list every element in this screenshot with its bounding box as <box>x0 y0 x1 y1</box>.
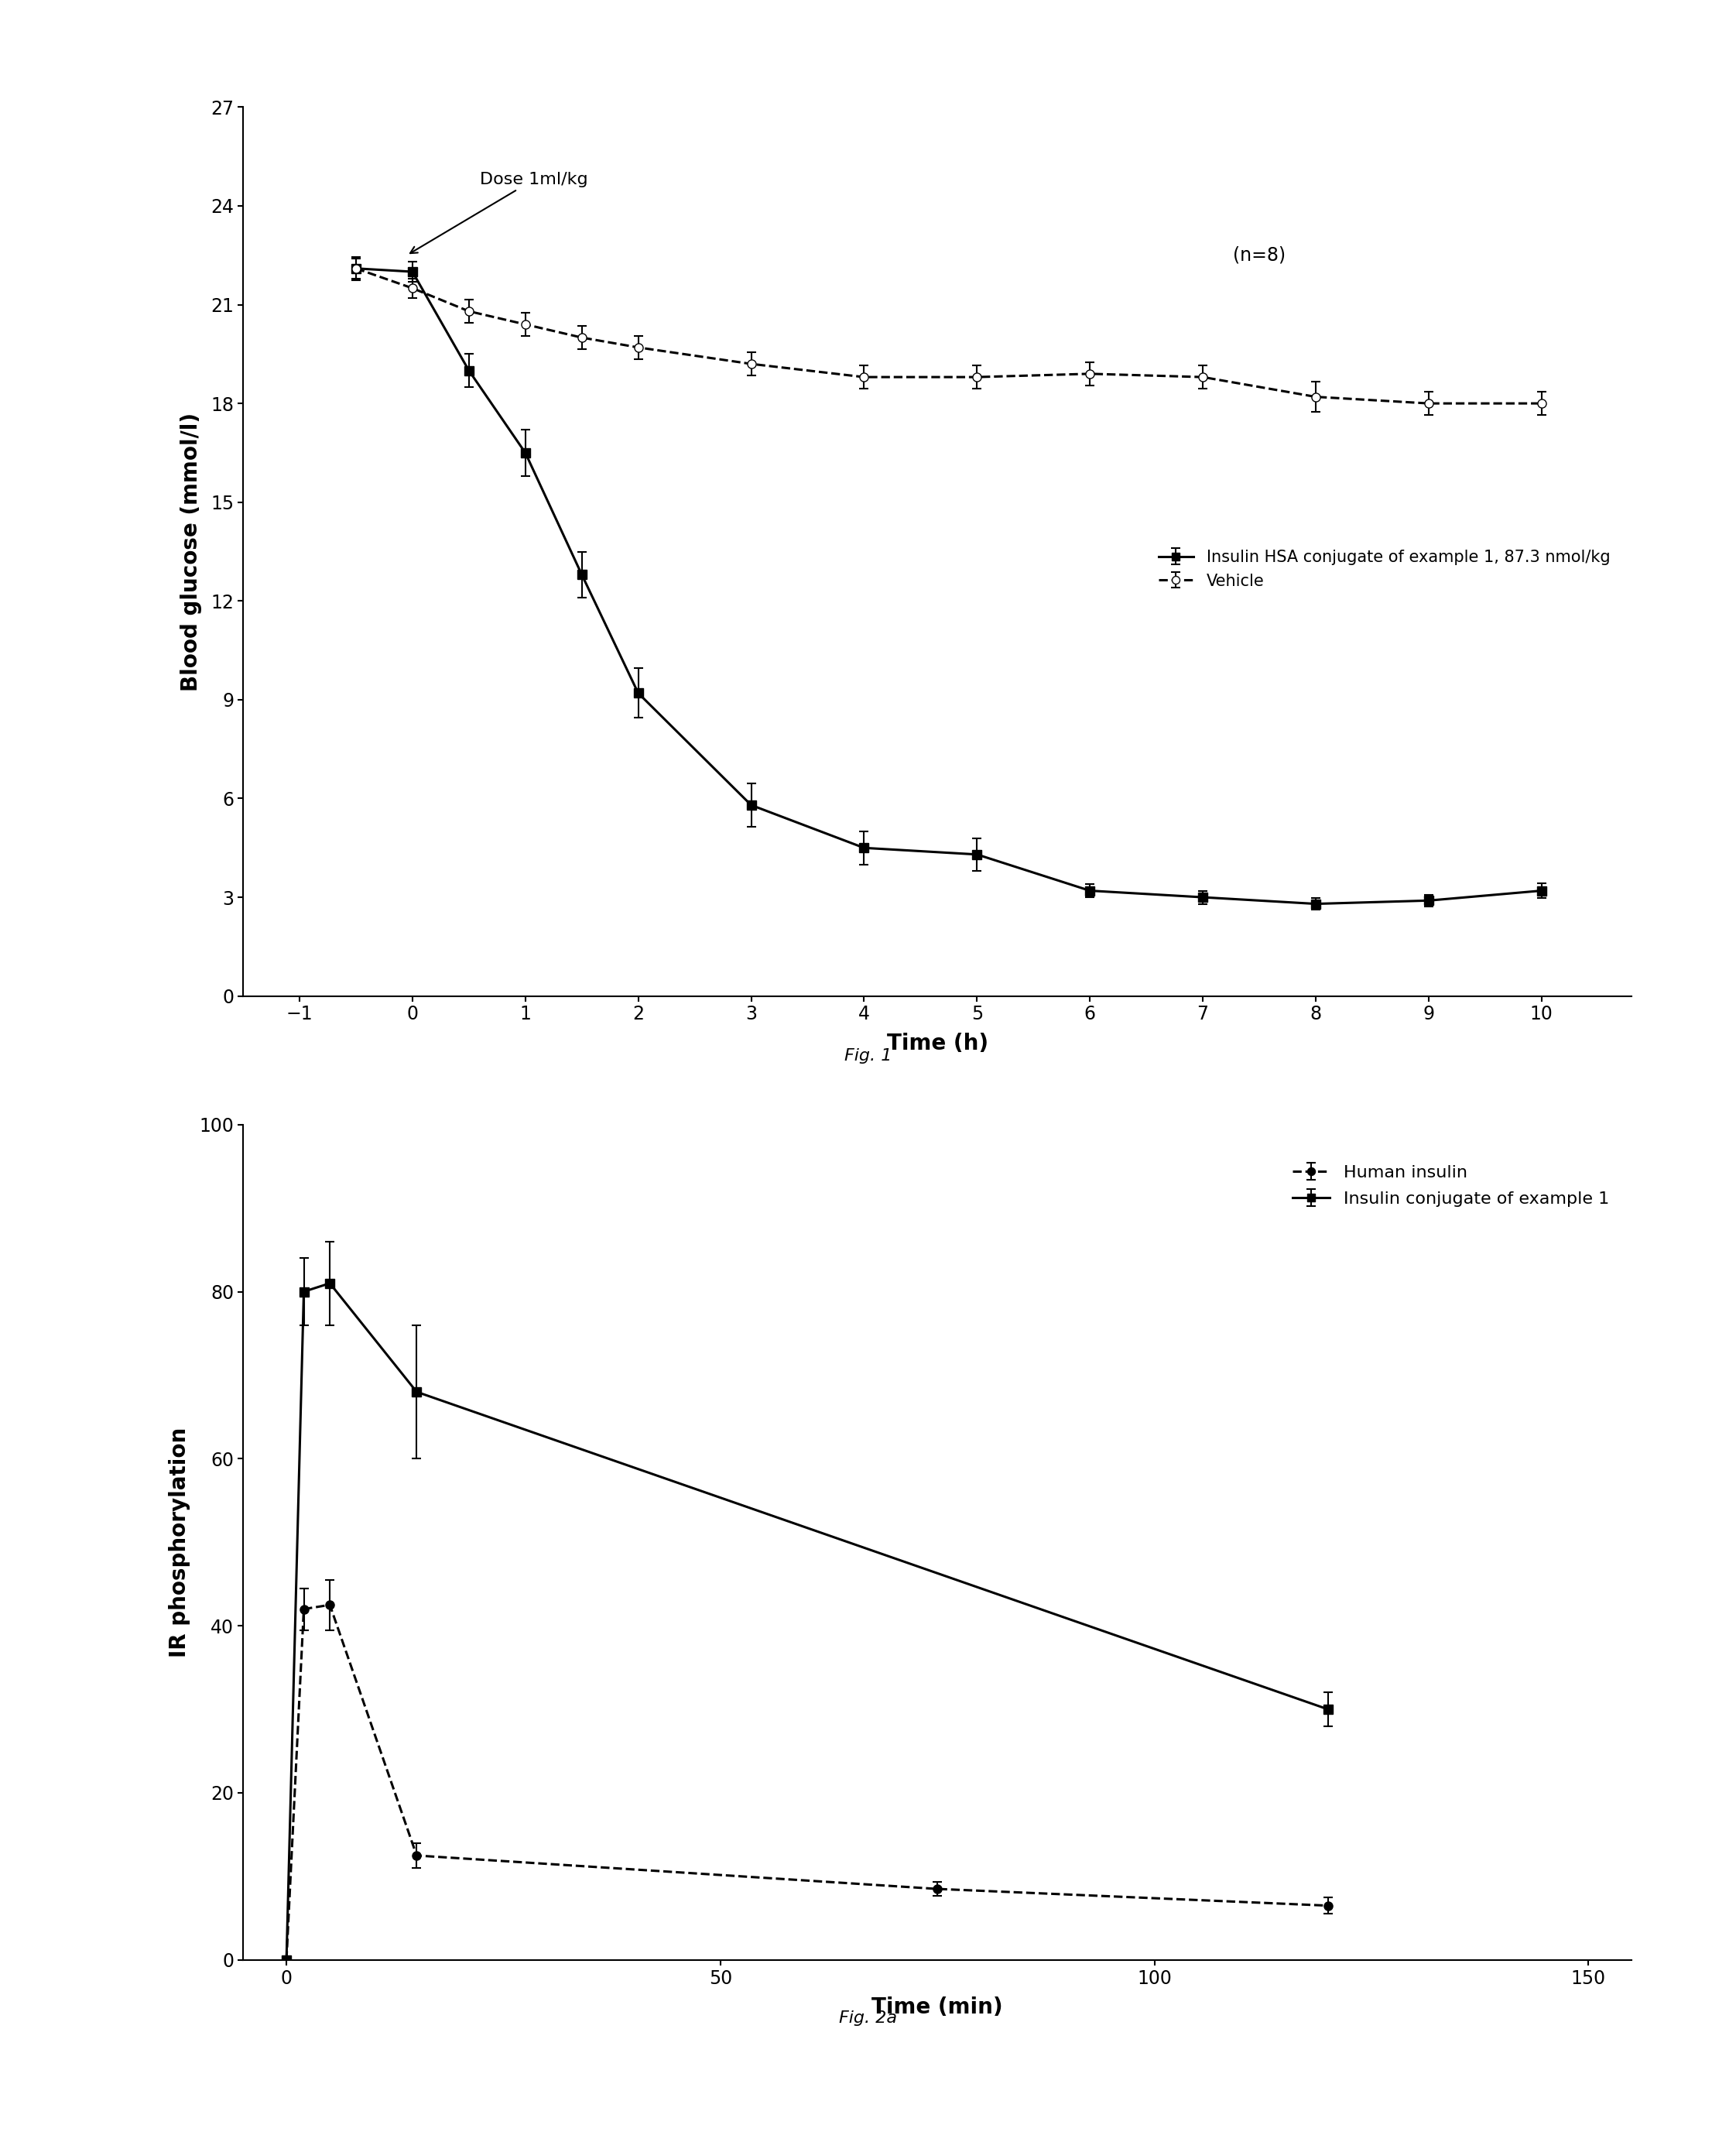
X-axis label: Time (min): Time (min) <box>871 1996 1003 2018</box>
Text: Dose 1ml/kg: Dose 1ml/kg <box>410 171 589 253</box>
Legend: Insulin HSA conjugate of example 1, 87.3 nmol/kg, Vehicle: Insulin HSA conjugate of example 1, 87.3… <box>1153 544 1616 595</box>
Legend: Human insulin, Insulin conjugate of example 1: Human insulin, Insulin conjugate of exam… <box>1285 1159 1616 1215</box>
Y-axis label: Blood glucose (mmol/l): Blood glucose (mmol/l) <box>181 411 201 692</box>
Text: Fig. 2a: Fig. 2a <box>838 2009 898 2026</box>
Y-axis label: IR phosphorylation: IR phosphorylation <box>168 1427 191 1658</box>
Text: Fig. 1: Fig. 1 <box>844 1047 892 1065</box>
Text: (n=8): (n=8) <box>1233 246 1286 266</box>
X-axis label: Time (h): Time (h) <box>887 1032 988 1054</box>
